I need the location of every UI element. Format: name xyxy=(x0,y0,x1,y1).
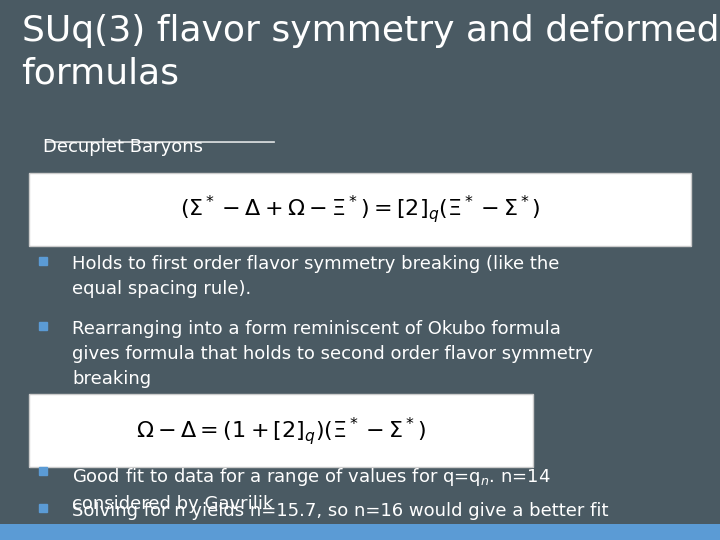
Text: formulas: formulas xyxy=(22,57,179,91)
Text: Holds to first order flavor symmetry breaking (like the
equal spacing rule).: Holds to first order flavor symmetry bre… xyxy=(72,255,559,299)
Text: Rearranging into a form reminiscent of Okubo formula
gives formula that holds to: Rearranging into a form reminiscent of O… xyxy=(72,320,593,388)
FancyBboxPatch shape xyxy=(29,394,533,467)
FancyBboxPatch shape xyxy=(0,524,720,540)
FancyBboxPatch shape xyxy=(29,173,691,246)
Text: $\Omega - \Delta = (1 + [2]_q)(\Xi^* - \Sigma^*)$: $\Omega - \Delta = (1 + [2]_q)(\Xi^* - \… xyxy=(136,415,426,447)
Text: Solving for n yields n=15.7, so n=16 would give a better fit: Solving for n yields n=15.7, so n=16 wou… xyxy=(72,502,608,520)
Text: Good fit to data for a range of values for q=q$_n$. n=14
considered by Gavrilik: Good fit to data for a range of values f… xyxy=(72,466,551,513)
Text: Decuplet Baryons: Decuplet Baryons xyxy=(43,138,203,156)
Text: SUq(3) flavor symmetry and deformed mass: SUq(3) flavor symmetry and deformed mass xyxy=(22,14,720,48)
Text: $(\Sigma^* - \Delta + \Omega - \Xi^*) = [2]_q(\Xi^* - \Sigma^*)$: $(\Sigma^* - \Delta + \Omega - \Xi^*) = … xyxy=(180,193,540,225)
